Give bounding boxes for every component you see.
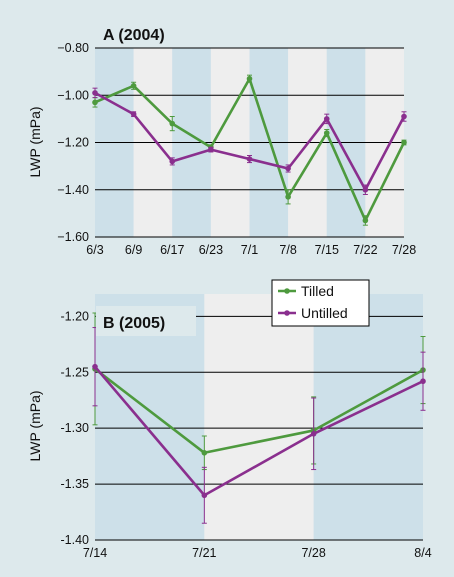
data-point-untilled [201, 492, 208, 499]
panel-a-chart: −0.80 −1.00 −1.20 −1.40 −1.60 6/3 6/9 6/17 6/23… [27, 27, 416, 257]
series-line-tilled [94, 367, 424, 455]
data-point-untilled [92, 363, 98, 370]
legend-entry-tilled: Tilled [278, 283, 334, 299]
data-point-tilled [169, 120, 176, 127]
data-point-tilled [401, 139, 407, 146]
data-point-untilled [401, 113, 407, 120]
data-point-untilled [130, 111, 137, 117]
panel-b-series [92, 312, 426, 524]
legend-label-untilled: Untilled [301, 305, 348, 321]
x-tick-label: 7/1 [241, 243, 258, 257]
panel-a-title: A (2004) [103, 27, 165, 44]
data-point-tilled [201, 449, 208, 456]
panel-b-x-tick-labels: 7/14 7/21 7/28 8/4 [83, 546, 432, 560]
x-tick-label: 7/15 [315, 243, 339, 257]
y-tick-label: -1.40 [61, 533, 90, 547]
x-tick-label: 7/8 [279, 243, 296, 257]
series-line-untilled [94, 365, 424, 497]
y-tick-label: −1.00 [57, 88, 89, 102]
y-tick-label: −0.80 [57, 41, 89, 55]
panel-b-title-background [96, 306, 196, 336]
data-point-tilled [246, 75, 253, 82]
panel-a-series [92, 74, 407, 226]
data-point-tilled [92, 99, 98, 106]
x-tick-label: 7/28 [301, 546, 325, 560]
x-tick-label: 8/4 [414, 546, 431, 560]
data-point-tilled [285, 194, 291, 200]
x-tick-label: 6/9 [125, 243, 142, 257]
series-untilled [92, 87, 407, 195]
panel-b-title: B (2005) [103, 315, 165, 332]
x-tick-label: 7/14 [83, 546, 107, 560]
x-tick-label: 7/22 [353, 243, 377, 257]
panel-a-x-tick-labels: 6/3 6/9 6/17 6/23 7/1 7/8 7/15 7/22 7/28 [86, 243, 416, 257]
background-band [313, 294, 423, 540]
x-tick-label: 7/28 [392, 243, 416, 257]
x-tick-label: 6/23 [199, 243, 223, 257]
panel-a-y-axis-label: LWP (mPa) [27, 106, 43, 177]
data-point-tilled [323, 130, 330, 136]
data-point-untilled [285, 165, 291, 172]
data-point-untilled [323, 116, 330, 122]
data-point-untilled [246, 156, 253, 162]
x-tick-label: 7/21 [192, 546, 216, 560]
data-point-tilled [130, 83, 137, 89]
data-point-untilled [92, 90, 98, 96]
series-untilled [92, 327, 426, 524]
legend-box [271, 279, 370, 327]
y-tick-label: -1.20 [61, 309, 90, 323]
legend-entry-untilled: Untilled [278, 305, 348, 321]
data-point-untilled [208, 146, 214, 153]
data-point-untilled [362, 186, 369, 193]
legend-label-tilled: Tilled [301, 283, 334, 299]
y-tick-label: -1.25 [61, 365, 90, 379]
background-band [204, 294, 314, 540]
y-tick-label: -1.30 [61, 421, 90, 435]
legend-marker-untilled [284, 310, 290, 316]
data-point-untilled [169, 158, 176, 165]
data-point-untilled [310, 430, 317, 437]
y-tick-label: −1.20 [57, 136, 89, 150]
y-tick-label: -1.35 [61, 477, 90, 491]
x-tick-label: 6/3 [86, 243, 103, 257]
panel-b-chart: -1.20 -1.25 -1.30 -1.35 -1.40 7/14 7/21 7/28 8/… [27, 294, 432, 560]
panel-b-y-axis-label: LWP (mPa) [27, 390, 43, 461]
y-tick-label: −1.60 [57, 230, 89, 244]
legend: Tilled Untilled [271, 279, 370, 327]
x-tick-label: 6/17 [160, 243, 184, 257]
series-tilled [92, 74, 407, 226]
legend-marker-tilled [284, 288, 290, 294]
data-point-untilled [420, 378, 426, 385]
panel-b-y-tick-labels: -1.20 -1.25 -1.30 -1.35 -1.40 [61, 309, 90, 547]
panel-a-y-tick-labels: −0.80 −1.00 −1.20 −1.40 −1.60 [57, 41, 89, 244]
data-point-tilled [362, 217, 369, 224]
y-tick-label: −1.40 [57, 183, 89, 197]
